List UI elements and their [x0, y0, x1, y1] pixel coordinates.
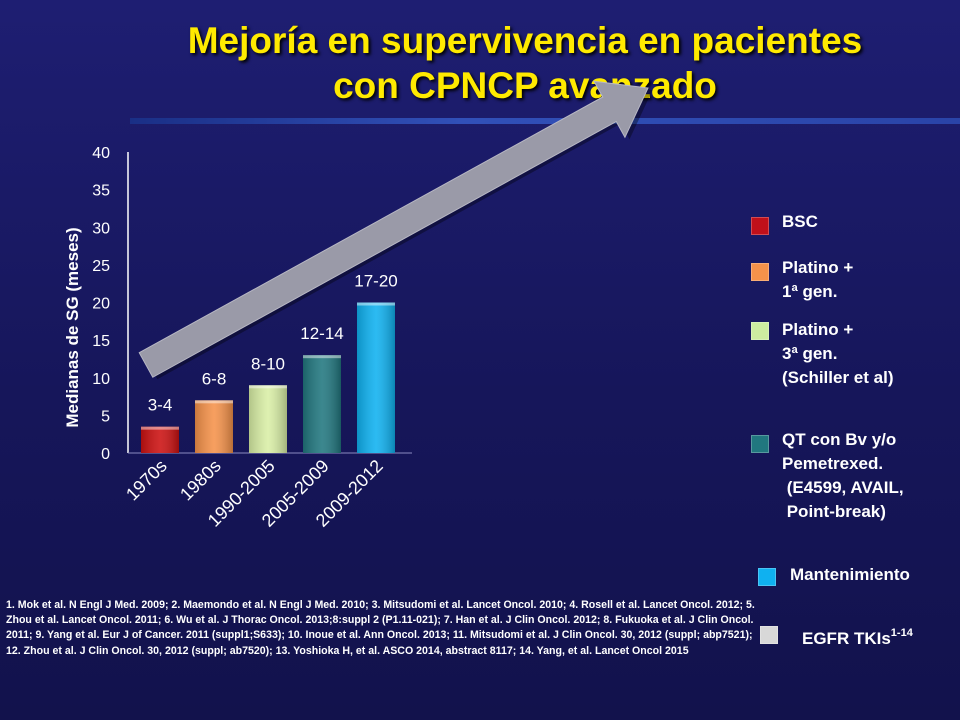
data-label: 8-10 [251, 354, 285, 373]
y-tick-label: 10 [92, 371, 110, 388]
legend-label: BSC [782, 212, 818, 231]
data-label: 3-4 [148, 396, 173, 415]
references: 1. Mok et al. N Engl J Med. 2009; 2. Mae… [6, 598, 766, 659]
data-label: 6-8 [202, 369, 227, 388]
data-label: 12-14 [300, 324, 343, 343]
references-text: 1. Mok et al. N Engl J Med. 2009; 2. Mae… [6, 599, 755, 657]
legend-label-superscript: 1-14 [890, 627, 913, 639]
legend-label: Mantenimiento [790, 565, 910, 584]
bar-shade [249, 385, 287, 453]
slide-title-line-2: con CPNCP avanzado [333, 65, 717, 106]
y-tick-label: 30 [92, 220, 110, 237]
data-label: 17-20 [354, 272, 397, 291]
survival-bar-chart: 0 5 10 15 20 25 30 35 40 Medianas de SG (meses) 3-… [63, 80, 653, 505]
y-tick-label: 15 [92, 333, 110, 350]
y-tick-label: 20 [92, 296, 110, 313]
x-tick-label: 1970s [122, 456, 171, 505]
bar-top-highlight [357, 302, 395, 306]
bar-top-highlight [303, 355, 341, 359]
trend-arrow [138, 80, 653, 380]
bar-top-highlight [195, 400, 233, 404]
x-tick-label: 1980s [176, 456, 225, 505]
legend-label: QT con Bv y/o Pemetrexed. (E4599, AVAIL,… [782, 430, 904, 521]
slide-title-line-1: Mejoría en supervivencia en pacientes [187, 20, 863, 61]
legend-swatch [751, 435, 769, 453]
legend-label: Platino + 3ª gen. (Schiller et al) [782, 320, 894, 387]
bar-shade [141, 426, 179, 453]
legend-swatch [760, 626, 778, 644]
bar-shade [195, 400, 233, 453]
title-underline [130, 118, 960, 124]
y-tick-label: 0 [101, 446, 110, 463]
legend-swatch [751, 263, 769, 281]
y-tick-label: 40 [92, 145, 110, 162]
y-axis-label: Medianas de SG (meses) [63, 227, 82, 427]
y-tick-label: 35 [92, 183, 110, 200]
legend-label: Platino + 1ª gen. [782, 258, 854, 301]
y-tick-label: 25 [92, 258, 110, 275]
bar-top-highlight [141, 426, 179, 430]
trend-arrow-body [138, 80, 649, 378]
bar-top-highlight [249, 385, 287, 389]
slide-title: Mejoría en supervivencia en pacientes co… [110, 18, 940, 108]
legend-label: EGFR TKIs1-14 [802, 627, 913, 648]
bar-shade [303, 355, 341, 453]
legend-swatch [751, 322, 769, 340]
bar-shade [357, 302, 395, 453]
legend-swatch [751, 217, 769, 235]
y-tick-label: 5 [101, 408, 110, 425]
legend-swatch [758, 568, 776, 586]
